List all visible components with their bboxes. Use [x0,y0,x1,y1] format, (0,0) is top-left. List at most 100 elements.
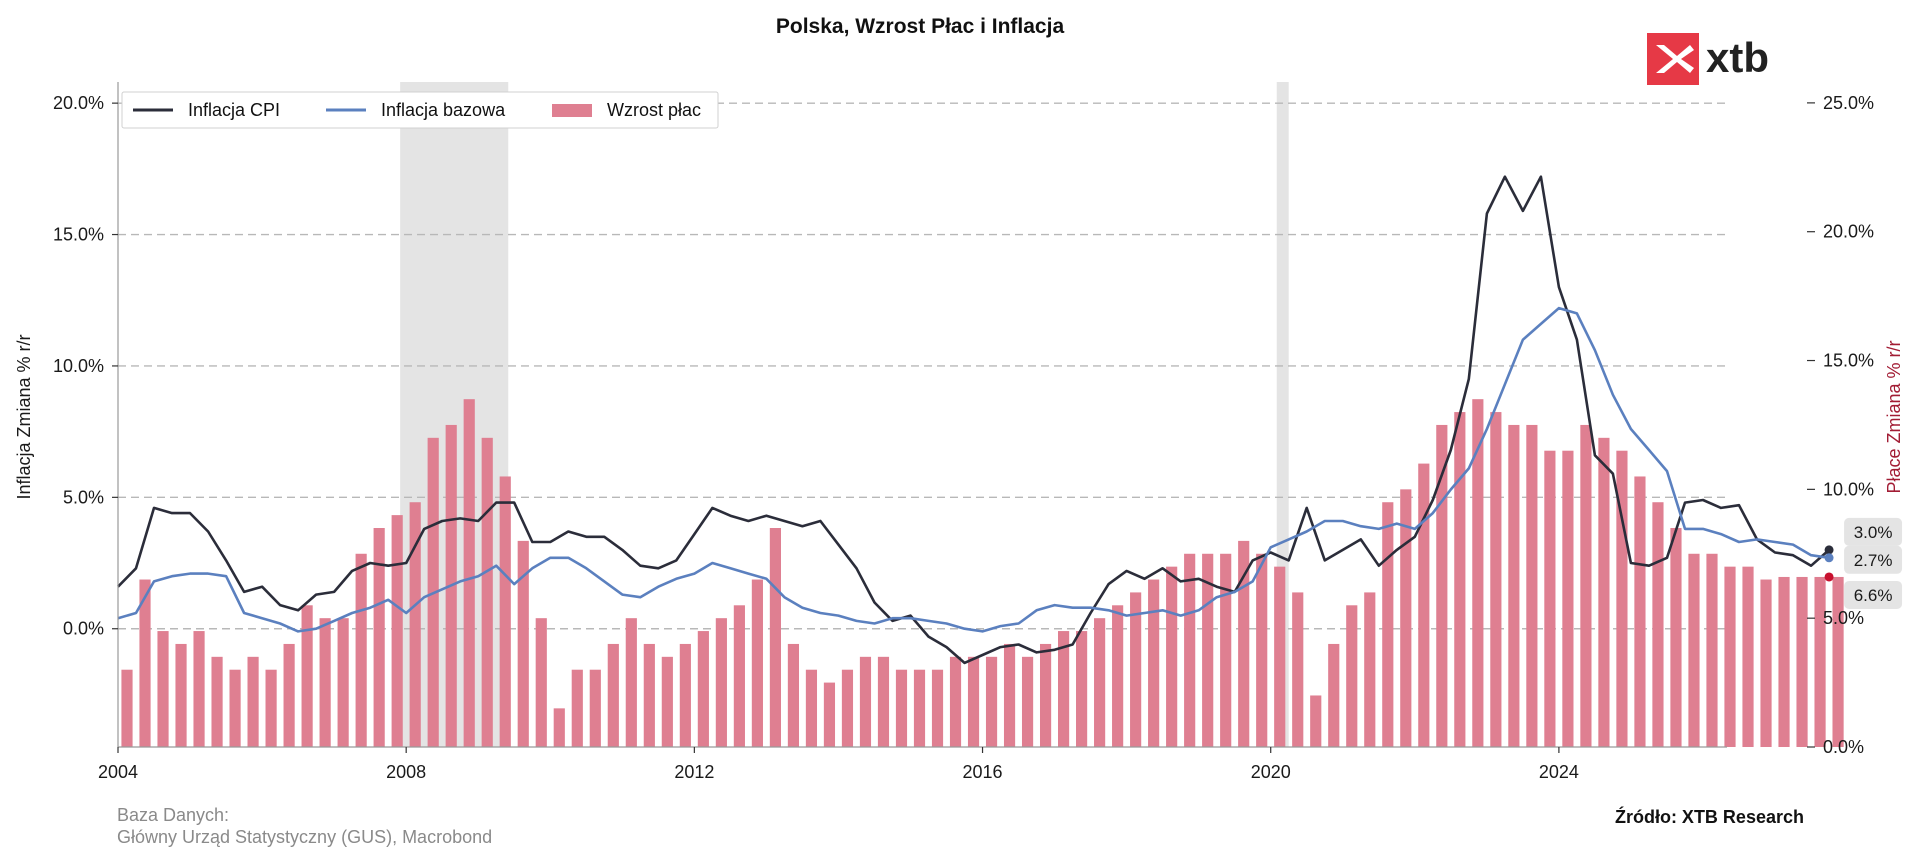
wage-bar [1166,566,1178,747]
wage-bar [1796,576,1808,747]
wage-bar [1706,553,1718,747]
wage-bar [1616,450,1628,747]
core-inflation-line [117,306,1830,633]
core-end-dot [1824,553,1834,563]
wage-bar [1580,424,1592,747]
source-title: Baza Danych: [117,805,230,825]
cpi-value-tag: 3.0% [1854,523,1893,542]
legend-label-wages: Wzrost płac [607,100,701,120]
wage-bar [1310,695,1322,747]
wage-bar [1526,424,1538,747]
cpi-end-dot [1824,545,1834,555]
wage-bar [283,643,295,747]
wage-bar [949,656,962,747]
right-tick-label: 20.0% [1823,222,1874,242]
wage-bar [1364,592,1376,747]
wage-bar [913,669,926,747]
wage-bar [1328,643,1340,747]
wage-bar [733,605,745,747]
wage-bar [553,708,565,747]
wage-bar [1724,566,1736,747]
wage-bar [1634,476,1646,747]
wage-bars [121,399,1844,747]
wage-bar [1670,528,1682,747]
wage-bar [823,682,836,747]
right-axis-title: Płace Zmiana % r/r [1884,340,1904,493]
wage-value-tag-bg [1844,580,1903,609]
wage-bar [1418,463,1430,747]
wage-bar [589,669,601,747]
wage-bar [247,656,259,747]
inflation-lines [117,175,1830,665]
wage-bar [661,656,673,747]
wage-bar [211,656,223,747]
wage-bar [121,669,133,747]
wage-bar [1346,605,1358,747]
wage-bar [1202,553,1214,747]
right-tick-label: 5.0% [1823,608,1864,628]
wage-bar [787,643,800,747]
wage-end-dot [1824,572,1834,582]
wage-bar [1382,502,1394,747]
legend-swatch-wages [552,104,592,117]
legend-label-core: Inflacja bazowa [381,100,506,120]
x-tick-label: 2020 [1251,762,1291,782]
x-tick-label: 2016 [963,762,1003,782]
gridlines [118,102,1727,630]
wage-bar [967,656,980,747]
wage-bar [1472,399,1484,747]
wage-bar [895,669,908,747]
wage-bar [697,631,709,747]
wage-bar [607,643,619,747]
wage-bar [409,502,421,747]
left-tick-label: 20.0% [53,93,104,113]
wage-bar [1436,424,1448,747]
wage-bar [1760,579,1772,747]
wage-bar [175,643,187,747]
x-tick-label: 2012 [674,762,714,782]
wage-bar [355,553,367,747]
left-axis-title: Inflacja Zmiana % r/r [14,334,34,499]
wage-bar [1508,424,1520,747]
credit: Źródło: XTB Research [1614,807,1804,827]
wage-bar [193,631,205,747]
wage-value-tag: 6.6% [1854,586,1893,605]
wage-bar [1562,450,1574,747]
wage-bar [931,669,944,747]
wage-bar [373,528,385,747]
right-tick-label: 0.0% [1823,737,1864,757]
latest-value-tags: 3.0% 2.7% 6.6% [1824,517,1903,609]
x-tick-label: 2024 [1539,762,1579,782]
wage-bar [625,618,637,747]
wage-bar [643,643,655,747]
legend: Inflacja CPI Inflacja bazowa Wzrost płac [121,91,719,129]
wage-bar [805,669,818,747]
wage-bar [1148,579,1160,747]
left-tick-label: 15.0% [53,225,104,245]
left-tick-label: 5.0% [63,487,104,507]
legend-label-cpi: Inflacja CPI [188,100,280,120]
wage-bar [1039,643,1052,747]
wage-bar [1778,576,1790,747]
legend-box [121,91,719,129]
wage-bar [1130,592,1142,747]
wage-bar [1742,566,1754,747]
xtb-logo-x-icon [1656,45,1694,73]
xtb-logo: xtb [1647,33,1769,85]
wage-bar [229,669,241,747]
wage-bar [1292,592,1304,747]
wage-bar [877,656,890,747]
wage-bar [157,631,169,747]
wage-bar [1094,618,1106,747]
wage-bar [301,605,313,747]
cpi-value-tag-bg [1844,517,1903,546]
wage-bar [1814,576,1826,747]
wage-bar [1003,643,1016,747]
right-tick-label: 10.0% [1823,479,1874,499]
wage-bar [139,579,151,747]
right-tick-label: 25.0% [1823,93,1874,113]
x-tick-label: 2004 [98,762,138,782]
wage-bar [859,656,872,747]
wage-bar [769,528,781,747]
